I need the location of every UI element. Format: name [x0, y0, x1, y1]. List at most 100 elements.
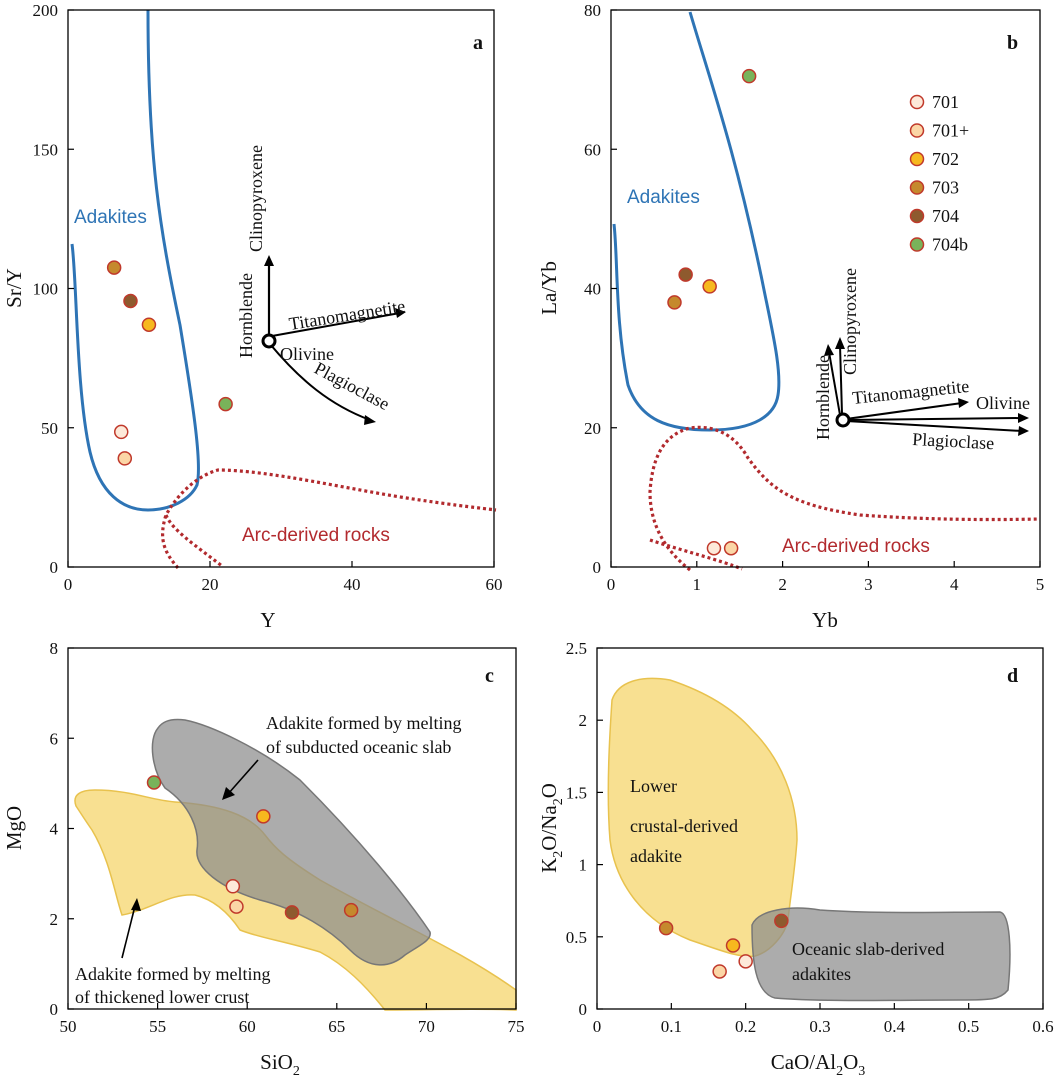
x-tick-label-b: 5	[1036, 575, 1045, 594]
legend: 701 701+ 702 703 704 704b	[909, 92, 969, 255]
y-tick-label-d: 1.5	[566, 783, 587, 802]
plot-frame-b	[610, 9, 1041, 568]
x-tick-label-b: 4	[950, 575, 959, 594]
x-tick-label-d: 0.4	[884, 1017, 906, 1036]
vector-label-a-plagioclase: Plagioclase	[311, 358, 393, 414]
data-point-d-701	[738, 954, 753, 969]
vector-label-b-plagioclase: Plagioclase	[912, 429, 995, 453]
y-axis-title-b: La/Yb	[537, 261, 561, 315]
y-tick-label-c: 4	[50, 820, 59, 839]
y-tick-label-c: 0	[50, 1000, 59, 1019]
x-tick-label-b: 0	[607, 575, 616, 594]
adakites-label-b: Adakites	[627, 187, 700, 208]
adakite-field-b	[612, 11, 781, 432]
data-point-a-701	[114, 424, 129, 440]
vector-label-b-titanomagnetite: Titanomagnetite	[851, 376, 970, 408]
data-point-b-701plus	[723, 540, 739, 556]
legend-label-704b: 704b	[932, 235, 968, 255]
y-tick-label-c: 8	[50, 639, 59, 658]
y-tick-label-b: 80	[584, 1, 601, 20]
crust-text-c-1: Adakite formed by melting	[75, 964, 270, 984]
legend-marker-702	[909, 151, 925, 167]
arc-label-b: Arc-derived rocks	[782, 536, 930, 557]
slab-text-c-1: Adakite formed by melting	[266, 713, 461, 733]
x-tick-label-d: 0	[593, 1017, 602, 1036]
arc-label-a: Arc-derived rocks	[242, 525, 390, 546]
data-point-d-701plus	[712, 964, 727, 979]
legend-marker-701	[909, 94, 925, 110]
data-point-b-701	[706, 540, 722, 556]
y-tick-label-b: 60	[584, 140, 601, 159]
slab-field-c	[151, 718, 431, 966]
y-tick-label-d: 0	[579, 1000, 588, 1019]
data-point-d-702	[725, 938, 741, 953]
legend-label-703: 703	[932, 178, 959, 198]
x-tick-label-d: 0.2	[735, 1017, 756, 1036]
data-point-a-704	[123, 293, 138, 309]
legend-marker-704	[909, 208, 925, 224]
panel-label-b: b	[1007, 32, 1018, 54]
legend-marker-703	[909, 180, 925, 195]
data-point-b-703	[667, 295, 682, 310]
vector-label-a-clinopyroxene: Clinopyroxene	[246, 145, 266, 252]
x-tick-label-b: 2	[778, 575, 787, 594]
data-point-c-704	[284, 905, 300, 920]
data-point-a-702	[141, 317, 157, 332]
data-point-b-704b	[741, 68, 757, 84]
y-tick-label-d: 2.5	[566, 639, 587, 658]
x-tick-label-b: 3	[864, 575, 873, 594]
panel-label-a: a	[473, 32, 483, 54]
lower-text-d-2: crustal-derived	[630, 816, 738, 836]
y-tick-label-c: 2	[50, 910, 59, 929]
arc-field-a	[161, 468, 497, 570]
data-point-d-703	[658, 920, 674, 936]
x-tick-label-c: 50	[60, 1017, 77, 1036]
x-axis-title-a: Y	[260, 608, 275, 632]
x-tick-label-a: 20	[202, 575, 219, 594]
vector-label-a-hornblende: Hornblende	[236, 273, 256, 358]
slab-field-d	[751, 907, 1011, 1002]
panel-label-d: d	[1007, 665, 1018, 687]
x-tick-label-c: 65	[328, 1017, 345, 1036]
slab-text-c-2: of subducted oceanic slab	[266, 737, 451, 757]
slab-text-d-1: Oceanic slab-derived	[792, 939, 944, 959]
arrow-slab-c	[222, 759, 259, 800]
adakite-field-a	[70, 9, 200, 512]
legend-marker-701plus	[909, 123, 925, 138]
data-point-a-701plus	[117, 451, 133, 466]
arc-field-b	[648, 425, 1041, 572]
x-tick-label-a: 0	[64, 575, 73, 594]
vector-label-b-clinopyroxene: Clinopyroxene	[840, 268, 860, 375]
legend-marker-704b	[909, 237, 925, 252]
x-tick-label-d: 0.6	[1032, 1017, 1053, 1036]
y-axis-title-c: MgO	[2, 806, 26, 850]
panel-a: Adakites Arc-derived rocks Clinopyroxene…	[33, 1, 503, 594]
data-point-c-701	[225, 879, 241, 894]
crust-text-c-2: of thickened lower crust	[75, 987, 249, 1007]
x-axis-title-c: SiO2	[260, 1050, 300, 1079]
data-point-c-703	[343, 902, 359, 918]
data-point-c-702	[256, 809, 271, 824]
legend-label-701: 701	[932, 92, 959, 112]
y-tick-label-c: 6	[50, 729, 59, 748]
y-tick-label-a: 100	[33, 280, 59, 299]
data-point-d-704	[774, 913, 789, 929]
panel-c: Adakite formed by melting of subducted o…	[50, 639, 525, 1036]
vector-label-a-titanomagnetite: Titanomagnetite	[287, 296, 406, 334]
lower-text-d-1: Lower	[630, 776, 677, 796]
mineral-vectors-a	[261, 255, 406, 425]
vector-label-b-olivine: Olivine	[976, 393, 1030, 413]
panel-b: Adakites Arc-derived rocks Hornblende Cl…	[584, 1, 1044, 594]
x-tick-label-c: 75	[508, 1017, 525, 1036]
x-tick-label-a: 60	[486, 575, 503, 594]
vector-label-b-hornblende: Hornblende	[813, 355, 833, 440]
x-axis-title-d: CaO/Al2O3	[771, 1050, 866, 1079]
mineral-vectors-b	[824, 337, 1029, 436]
y-tick-label-d: 1	[579, 856, 588, 875]
x-tick-label-d: 0.5	[958, 1017, 979, 1036]
x-tick-label-c: 70	[418, 1017, 435, 1036]
adakites-label-a: Adakites	[74, 207, 147, 228]
legend-label-702: 702	[932, 149, 959, 169]
x-tick-label-c: 55	[149, 1017, 166, 1036]
